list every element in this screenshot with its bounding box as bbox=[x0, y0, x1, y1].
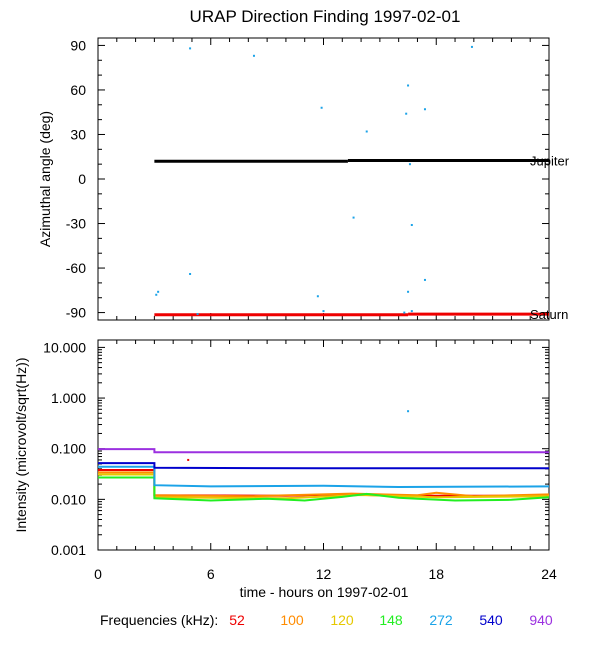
bottom-ytick-label: 0.001 bbox=[51, 542, 86, 558]
df-point bbox=[155, 293, 158, 296]
df-point bbox=[405, 112, 408, 115]
intensity-point bbox=[407, 410, 410, 413]
bottom-xtick-label: 12 bbox=[316, 566, 332, 582]
df-point bbox=[157, 290, 160, 293]
bottom-ytick-label: 10.000 bbox=[43, 339, 86, 355]
bottom-plot-frame bbox=[97, 339, 550, 551]
legend-item-272: 272 bbox=[429, 612, 453, 628]
legend-item-148: 148 bbox=[379, 612, 403, 628]
df-point bbox=[320, 106, 323, 109]
bottom-xlabel: time - hours on 1997-02-01 bbox=[240, 584, 409, 600]
df-point bbox=[403, 311, 406, 314]
intensity-line-100 bbox=[98, 471, 550, 498]
bottom-ytick-label: 0.100 bbox=[51, 441, 86, 457]
legend-item-120: 120 bbox=[330, 612, 354, 628]
intensity-line-940 bbox=[98, 448, 549, 454]
df-point bbox=[407, 84, 410, 87]
top-ytick-label: -90 bbox=[66, 305, 86, 321]
bottom-xtick-label: 18 bbox=[428, 566, 444, 582]
legend-item-540: 540 bbox=[479, 612, 503, 628]
top-ytick-label: -60 bbox=[66, 260, 86, 276]
intensity-line-148 bbox=[98, 476, 550, 502]
df-point bbox=[470, 45, 473, 48]
intensity-point bbox=[187, 458, 190, 461]
frequency-legend: Frequencies (kHz): 52 100 120 148 272 540 940 bbox=[100, 612, 553, 628]
top-ytick-label: 30 bbox=[70, 126, 86, 142]
top-ylabel: Azimuthal angle (deg) bbox=[37, 111, 53, 247]
df-point bbox=[407, 290, 410, 293]
legend-item-100: 100 bbox=[280, 612, 304, 628]
df-point bbox=[322, 310, 325, 313]
bottom-ylabel: Intensity (microvolt/sqrt(Hz)) bbox=[13, 357, 29, 532]
df-point bbox=[423, 278, 426, 281]
bottom-ytick-label: 0.010 bbox=[51, 491, 86, 507]
bottom-ytick-label: 1.000 bbox=[51, 390, 86, 406]
top-ytick-label: 90 bbox=[70, 37, 86, 53]
track-label-saturn: Saturn bbox=[530, 307, 568, 322]
df-point bbox=[316, 295, 319, 298]
bottom-xtick-label: 6 bbox=[207, 566, 215, 582]
legend-item-940: 940 bbox=[529, 612, 553, 628]
df-point bbox=[423, 108, 426, 111]
top-ytick-label: 0 bbox=[78, 171, 86, 187]
intensity-line-272 bbox=[98, 465, 550, 489]
bottom-xtick-label: 24 bbox=[541, 566, 557, 582]
top-plot-frame bbox=[97, 37, 550, 321]
legend-item-52: 52 bbox=[229, 612, 245, 628]
top-ytick-label: 60 bbox=[70, 82, 86, 98]
df-point bbox=[365, 130, 368, 133]
chart-title: URAP Direction Finding 1997-02-01 bbox=[190, 7, 461, 26]
top-ytick-label: -30 bbox=[66, 216, 86, 232]
df-point bbox=[252, 54, 255, 57]
df-point bbox=[408, 163, 411, 166]
df-point bbox=[189, 272, 192, 275]
df-point bbox=[410, 224, 413, 227]
top-panel: Azimuthal angle (deg) 90 60 30 0 -30 -60 -90 Ju… bbox=[37, 37, 570, 322]
df-point bbox=[196, 313, 199, 316]
track-label-jupiter: Jupiter bbox=[530, 153, 570, 168]
legend-label: Frequencies (kHz): bbox=[100, 612, 218, 628]
df-point bbox=[189, 47, 192, 50]
intensity-line-52 bbox=[98, 469, 549, 497]
bottom-xtick-label: 0 bbox=[94, 566, 102, 582]
df-point bbox=[410, 310, 413, 313]
bottom-panel: Intensity (microvolt/sqrt(Hz)) time - ho… bbox=[13, 339, 557, 600]
intensity-line-540 bbox=[98, 462, 549, 470]
df-point bbox=[352, 216, 355, 219]
